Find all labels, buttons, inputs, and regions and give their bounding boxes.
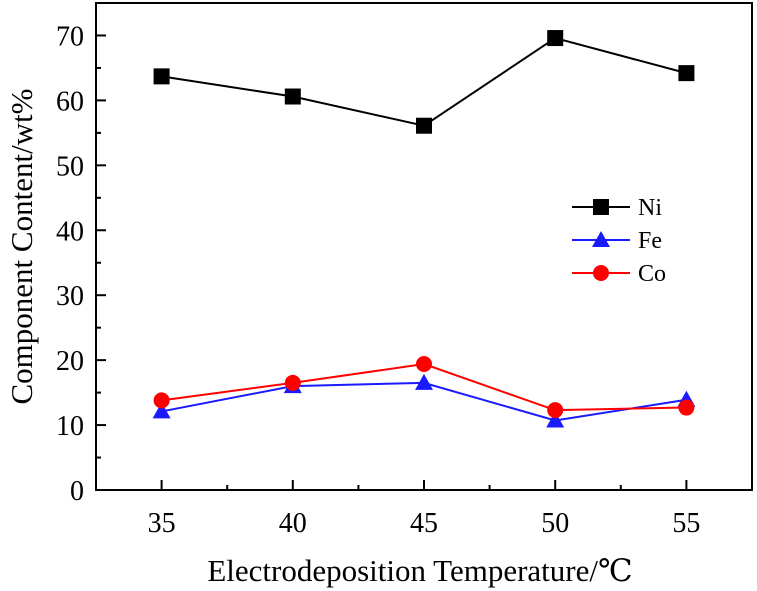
legend-marker-fe	[592, 231, 610, 247]
data-point-fe	[415, 373, 433, 390]
legend-marker-ni	[593, 199, 609, 215]
y-tick-label: 0	[70, 476, 84, 507]
x-tick-label: 40	[279, 508, 307, 539]
x-tick-label: 55	[672, 508, 700, 539]
y-tick-label: 60	[56, 86, 84, 117]
data-point-co	[678, 399, 695, 416]
data-point-ni	[678, 65, 695, 82]
series-co	[153, 356, 695, 419]
y-tick-label: 10	[56, 411, 84, 442]
y-axis: 0 10 20 30 40 50 60 70	[56, 21, 106, 507]
x-tick-label: 35	[148, 508, 176, 539]
data-point-fe	[152, 402, 171, 419]
y-tick-label: 70	[56, 21, 84, 52]
data-point-ni	[547, 30, 564, 47]
data-point-co	[153, 392, 170, 409]
series-layer	[152, 30, 696, 428]
legend: Ni Fe Co	[572, 195, 666, 287]
data-point-ni	[284, 88, 301, 105]
data-point-co	[416, 356, 432, 373]
y-tick-label: 40	[56, 216, 84, 247]
data-point-ni	[416, 117, 432, 134]
x-tick-label: 45	[410, 508, 438, 539]
y-axis-title: Component Content/wt%	[4, 88, 39, 404]
data-point-co	[284, 374, 301, 391]
y-tick-label: 30	[56, 281, 84, 312]
legend-marker-co	[593, 265, 609, 281]
data-point-co	[547, 402, 564, 419]
x-axis-title: Electrodeposition Temperature/℃	[207, 553, 632, 588]
legend-label-fe: Fe	[638, 228, 662, 254]
series-fe	[152, 373, 696, 428]
legend-label-ni: Ni	[638, 195, 662, 221]
series-line-ni	[161, 36, 687, 127]
series-ni	[153, 30, 695, 134]
data-point-fe	[546, 411, 565, 428]
data-point-ni	[153, 68, 170, 85]
y-tick-label: 20	[56, 346, 84, 377]
x-axis: 35 40 45 50 55	[148, 480, 700, 539]
y-tick-label: 50	[56, 151, 84, 182]
legend-label-co: Co	[638, 261, 666, 287]
x-tick-label: 50	[541, 508, 569, 539]
